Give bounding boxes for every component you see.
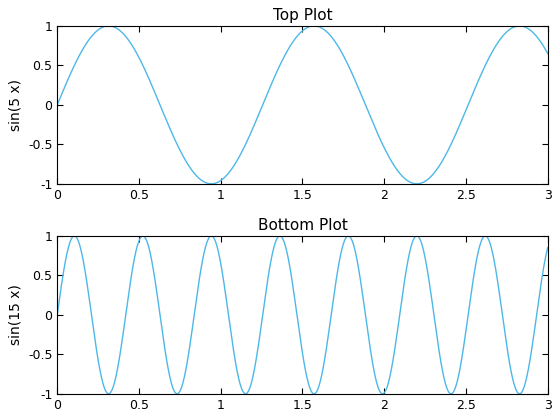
Title: Bottom Plot: Bottom Plot xyxy=(258,218,347,234)
Y-axis label: sin(5 x): sin(5 x) xyxy=(8,79,22,131)
Title: Top Plot: Top Plot xyxy=(273,8,332,24)
Y-axis label: sin(15 x): sin(15 x) xyxy=(8,284,22,345)
